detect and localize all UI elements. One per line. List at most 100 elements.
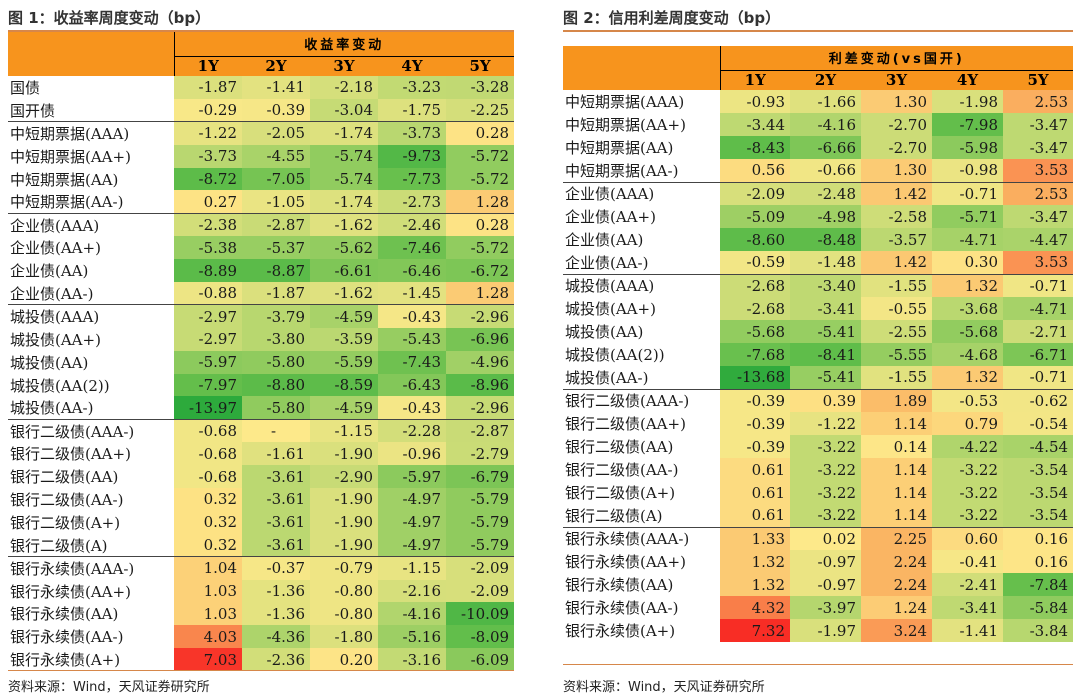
value-cell: -6.43	[378, 373, 446, 397]
value-cell: 7.32	[720, 619, 790, 642]
value-cell: 1.42	[861, 251, 932, 274]
value-cell: 1.28	[446, 190, 515, 214]
table-row: 城投债(AA) -5.97 -5.80 -5.59 -7.43 -4.96	[8, 350, 515, 374]
title-rule-left	[8, 30, 514, 32]
table-row: 国开债 -0.29 -0.39 -3.04 -1.75 -2.25	[8, 98, 515, 122]
value-cell: -4.22	[932, 435, 1003, 458]
year-header-3Y: 3Y	[861, 69, 932, 90]
value-cell: -0.39	[720, 412, 790, 435]
row-label: 中短期票据(AA)	[563, 136, 720, 159]
figure-title-right: 图 2：信用利差周度变动（bp）	[563, 9, 781, 27]
value-cell: -8.89	[174, 259, 242, 283]
row-label: 城投债(AA+)	[563, 297, 720, 320]
value-cell: -8.72	[174, 167, 242, 191]
year-header-5Y: 5Y	[1003, 69, 1074, 90]
value-cell: 0.16	[1003, 550, 1074, 573]
value-cell: -2.28	[378, 418, 446, 443]
value-cell: 1.32	[720, 550, 790, 573]
title-rule-right	[563, 30, 1073, 32]
value-cell: -5.79	[446, 510, 515, 534]
value-cell: -0.68	[174, 465, 242, 489]
table-row: 国债 -1.87 -1.41 -2.18 -3.23 -3.28	[8, 76, 515, 99]
year-header-5Y: 5Y	[446, 55, 515, 76]
value-cell: -8.59	[310, 373, 378, 397]
value-cell: -3.79	[242, 304, 310, 328]
value-cell: -5.97	[378, 465, 446, 489]
value-cell: -0.79	[310, 556, 378, 580]
value-cell: -1.90	[310, 442, 378, 466]
value-cell: -7.97	[174, 373, 242, 397]
value-cell: -6.96	[446, 327, 515, 351]
table-row: 中短期票据(AA+) -3.73 -4.55 -5.74 -9.73 -5.72	[8, 144, 515, 168]
row-label: 银行永续债(AA-)	[563, 596, 720, 619]
value-cell: -0.97	[790, 550, 861, 573]
value-cell: -2.79	[446, 442, 515, 466]
table-row: 银行二级债(AA-) 0.61 -3.22 1.14 -3.22 -3.54	[563, 458, 1074, 481]
value-cell: -3.22	[790, 481, 861, 504]
row-label: 企业债(AA)	[8, 259, 174, 283]
value-cell: -7.46	[378, 236, 446, 260]
value-cell: 2.24	[861, 573, 932, 596]
value-cell: -3.61	[242, 510, 310, 534]
value-cell: -1.41	[932, 619, 1003, 642]
table-row: 银行永续债(AAA-) 1.33 0.02 2.25 0.60 0.16	[563, 526, 1074, 550]
value-cell: -3.44	[720, 113, 790, 136]
value-cell: -4.98	[790, 205, 861, 228]
value-cell: -2.87	[242, 212, 310, 237]
row-label: 银行二级债(A+)	[563, 481, 720, 504]
value-cell: -2.18	[310, 76, 378, 99]
value-cell: 4.32	[720, 596, 790, 619]
value-cell: -1.90	[310, 510, 378, 534]
table-row: 银行永续债(AAA-) 1.04 -0.37 -0.79 -1.15 -2.09	[8, 556, 515, 580]
value-cell: -3.22	[790, 458, 861, 481]
value-cell: -13.97	[174, 396, 242, 420]
value-cell: -2.55	[861, 320, 932, 343]
value-cell: 1.14	[861, 458, 932, 481]
value-cell: -3.84	[1003, 619, 1074, 642]
value-cell: -2.46	[378, 212, 446, 237]
row-label: 银行二级债(AA-)	[8, 488, 174, 511]
row-label: 银行永续债(AA)	[8, 602, 174, 626]
value-cell: -2.09	[720, 181, 790, 205]
value-cell: 1.30	[861, 90, 932, 113]
value-cell: 0.02	[790, 526, 861, 550]
value-cell: -5.16	[378, 625, 446, 649]
value-cell: 0.60	[932, 526, 1003, 550]
row-label: 银行永续债(AA+)	[8, 579, 174, 603]
value-cell: 1.33	[720, 526, 790, 550]
value-cell: -1.05	[242, 190, 310, 214]
value-cell: -2.38	[174, 212, 242, 237]
row-label: 城投债(AAA)	[563, 273, 720, 297]
row-label: 银行永续债(A+)	[8, 648, 174, 672]
value-cell: -7.68	[720, 343, 790, 366]
value-cell: -0.41	[932, 550, 1003, 573]
value-cell: -3.97	[790, 596, 861, 619]
table-row: 中短期票据(AAA) -0.93 -1.66 1.30 -1.98 2.53	[563, 90, 1074, 113]
value-cell: -5.38	[174, 236, 242, 260]
value-cell: 1.30	[861, 159, 932, 182]
value-cell: -4.68	[932, 343, 1003, 366]
row-label: 城投债(AA-)	[8, 396, 174, 420]
value-cell: -4.55	[242, 144, 310, 168]
table-row: 银行二级债(AA) -0.39 -3.22 0.14 -4.22 -4.54	[563, 435, 1074, 458]
value-cell: -1.48	[790, 251, 861, 274]
value-cell: -2.71	[1003, 320, 1074, 343]
value-cell: -1.97	[790, 619, 861, 642]
value-cell: -3.54	[1003, 504, 1074, 527]
row-label: 国开债	[8, 98, 174, 122]
row-label: 中短期票据(AA-)	[563, 159, 720, 182]
value-cell: -1.90	[310, 533, 378, 557]
year-header-1Y: 1Y	[720, 69, 790, 90]
value-cell: -1.15	[378, 556, 446, 580]
value-cell: -6.79	[446, 465, 515, 489]
value-cell: -5.41	[790, 366, 861, 389]
value-cell: -1.22	[174, 121, 242, 145]
value-cell: -5.97	[174, 350, 242, 374]
value-cell: -1.74	[310, 190, 378, 214]
value-cell: -0.68	[174, 418, 242, 443]
value-cell: -0.93	[720, 90, 790, 113]
value-cell: -5.80	[242, 396, 310, 420]
value-cell: -5.62	[310, 236, 378, 260]
value-cell: -6.09	[446, 648, 515, 672]
value-cell: -0.54	[1003, 412, 1074, 435]
